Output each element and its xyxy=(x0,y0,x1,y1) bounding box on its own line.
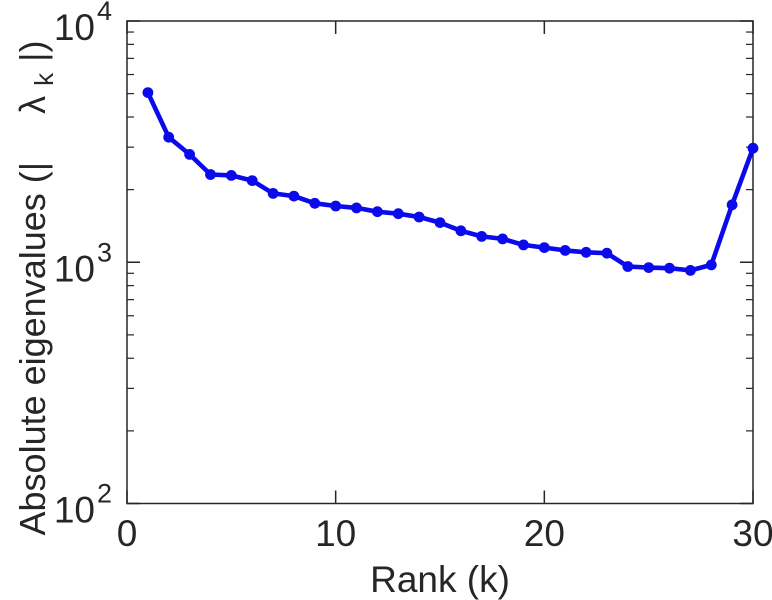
eigenvalue-line xyxy=(145,90,756,273)
data-point-marker xyxy=(580,246,592,258)
data-point-marker xyxy=(372,206,383,218)
lambda-symbol: λ xyxy=(12,96,53,114)
data-point-marker xyxy=(246,175,258,187)
data-point-marker xyxy=(205,169,216,180)
data-point-marker xyxy=(163,131,175,143)
data-point-marker xyxy=(142,87,154,98)
data-point-marker xyxy=(622,261,634,272)
y-tick-label: 103 xyxy=(54,237,112,289)
data-point-marker xyxy=(434,217,446,229)
x-tick-label: 20 xyxy=(524,513,565,554)
data-point-marker xyxy=(184,149,196,160)
y-tick-base: 10 xyxy=(54,7,95,48)
data-point-marker xyxy=(601,247,613,259)
plot-box xyxy=(126,20,754,505)
x-tick-label: 0 xyxy=(117,513,138,554)
y-axis-title: Absolute eigenvalues (| λ k |) xyxy=(12,41,61,536)
y-tick-base: 10 xyxy=(54,490,95,531)
data-point-marker xyxy=(664,262,675,274)
x-tick-label: 10 xyxy=(315,513,356,554)
y-tick-exponent: 3 xyxy=(97,237,112,267)
data-point-marker xyxy=(455,225,467,237)
data-point-marker xyxy=(518,239,529,251)
data-point-marker xyxy=(330,200,342,212)
y-tick-exponent: 2 xyxy=(97,479,112,509)
data-point-marker xyxy=(392,208,404,220)
data-point-marker xyxy=(476,231,488,242)
y-tick-exponent: 4 xyxy=(97,0,112,26)
y-axis-minor-ticks xyxy=(127,31,753,432)
y-axis-title-group: Absolute eigenvalues (| λ k |) xyxy=(12,41,61,536)
data-point-marker xyxy=(538,242,550,254)
x-axis-title: Rank (k) xyxy=(370,559,510,600)
data-point-marker xyxy=(351,202,362,214)
data-point-marker xyxy=(747,142,759,154)
data-point-marker xyxy=(643,262,655,273)
y-axis-title-suffix: |) xyxy=(12,41,53,62)
data-point-marker xyxy=(267,188,279,199)
lambda-subscript: k xyxy=(29,72,59,86)
data-point-marker xyxy=(559,245,571,256)
y-tick-label: 102 xyxy=(54,479,112,531)
data-point-marker xyxy=(309,197,321,209)
y-tick-base: 10 xyxy=(54,248,95,289)
data-point-marker xyxy=(225,170,237,181)
x-axis-ticks: 0 10 20 30 xyxy=(117,21,772,554)
data-point-marker xyxy=(288,190,300,202)
data-point-marker xyxy=(413,211,425,223)
x-tick-label: 30 xyxy=(732,513,772,554)
y-tick-label: 104 xyxy=(54,0,112,48)
data-point-marker xyxy=(705,259,717,271)
data-point-marker xyxy=(497,233,508,245)
y-axis-title-prefix: Absolute eigenvalues (| xyxy=(12,162,53,536)
data-point-marker xyxy=(726,199,738,211)
data-point-marker xyxy=(685,265,696,276)
